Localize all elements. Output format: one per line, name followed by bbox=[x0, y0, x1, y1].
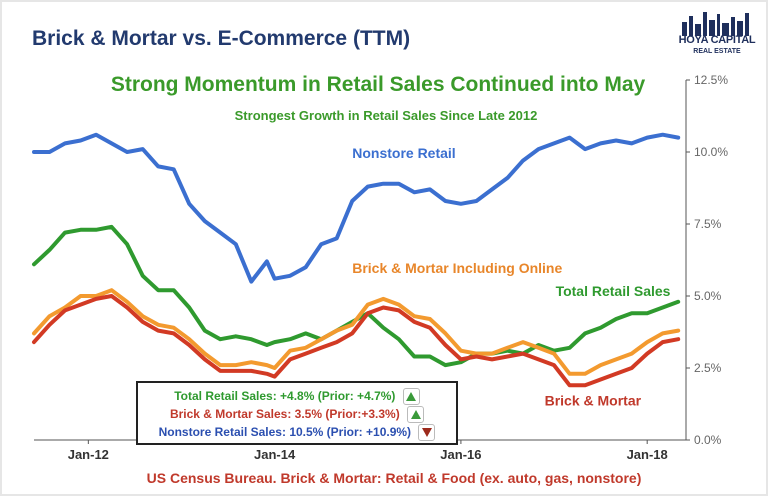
summary-text-total: Total Retail Sales: +4.8% (Prior: +4.7%) bbox=[174, 389, 396, 403]
series-label-total-retail-sales: Total Retail Sales bbox=[556, 283, 671, 299]
y-tick-label: 7.5% bbox=[694, 217, 722, 231]
series-label-brick-and-mortar: Brick & Mortar bbox=[545, 392, 642, 408]
up-arrow-icon bbox=[402, 388, 420, 406]
series-line-nonstore-retail bbox=[32, 132, 681, 284]
y-tick-label: 10.0% bbox=[694, 145, 728, 159]
chart-headline: Strong Momentum in Retail Sales Continue… bbox=[111, 73, 646, 96]
logo-subtitle: REAL ESTATE bbox=[693, 48, 741, 55]
y-tick-label: 2.5% bbox=[694, 361, 722, 375]
up-arrow-icon bbox=[407, 406, 425, 424]
summary-row-nonstore: Nonstore Retail Sales: 10.5% (Prior: +10… bbox=[144, 423, 450, 442]
hoya-capital-logo: HOYA CAPITAL REAL ESTATE bbox=[678, 8, 756, 64]
chart-source: US Census Bureau. Brick & Mortar: Retail… bbox=[147, 470, 642, 486]
summary-box: Total Retail Sales: +4.8% (Prior: +4.7%)… bbox=[136, 381, 458, 445]
x-tick-label: Jan-12 bbox=[68, 447, 109, 462]
y-tick-label: 12.5% bbox=[694, 73, 728, 87]
x-tick-label: Jan-18 bbox=[627, 447, 668, 462]
series-label-nonstore-retail: Nonstore Retail bbox=[352, 145, 455, 161]
series-line-brick-and-mortar-including-online bbox=[32, 288, 681, 376]
down-arrow-icon bbox=[418, 424, 436, 442]
x-tick-label: Jan-16 bbox=[440, 447, 481, 462]
chart-subtitle: Strongest Growth in Retail Sales Since L… bbox=[235, 108, 538, 123]
series-layer bbox=[32, 132, 681, 388]
series-label-brick-and-mortar-including-online: Brick & Mortar Including Online bbox=[352, 260, 562, 276]
series-labels: Nonstore Retail Total Retail Sales Brick &… bbox=[352, 145, 670, 409]
summary-row-brick-mortar: Brick & Mortar Sales: 3.5% (Prior:+3.3%) bbox=[144, 405, 450, 424]
skyline-icon bbox=[682, 12, 749, 36]
axes-group: 0.0% 2.5% 5.0% 7.5% 10.0% 12.5% Jan-12 Jan-14 Ja… bbox=[34, 73, 728, 462]
y-tick-label: 0.0% bbox=[694, 433, 722, 447]
x-tick-label: Jan-14 bbox=[254, 447, 296, 462]
chart-title: Brick & Mortar vs. E-Commerce (TTM) bbox=[32, 27, 410, 50]
logo-name: HOYA CAPITAL bbox=[678, 34, 756, 46]
y-tick-label: 5.0% bbox=[694, 289, 722, 303]
summary-row-total: Total Retail Sales: +4.8% (Prior: +4.7%) bbox=[144, 387, 450, 406]
series-line-brick-and-mortar bbox=[32, 294, 681, 388]
summary-text-brick-mortar: Brick & Mortar Sales: 3.5% (Prior:+3.3%) bbox=[169, 407, 400, 421]
summary-text-nonstore: Nonstore Retail Sales: 10.5% (Prior: +10… bbox=[158, 425, 412, 439]
